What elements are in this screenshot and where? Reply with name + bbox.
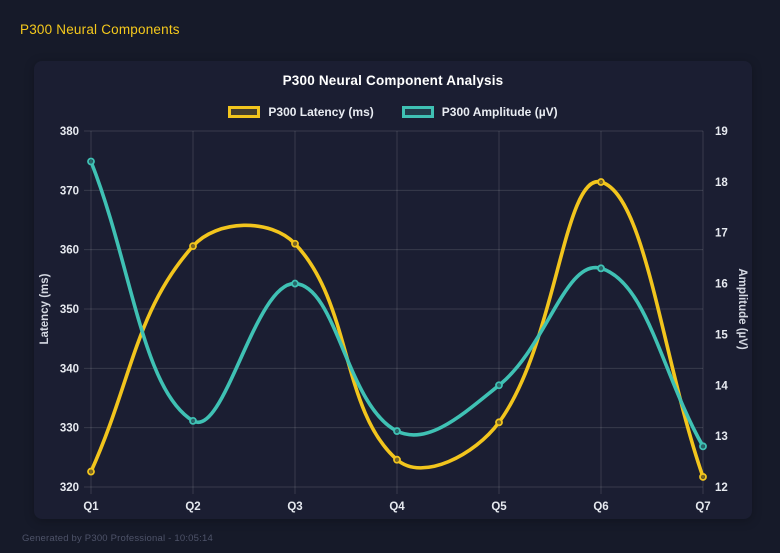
data-point-latency-Q4[interactable]: [393, 455, 401, 464]
data-point-latency-Q1[interactable]: [87, 467, 95, 476]
x-axis-tick-label: Q2: [185, 501, 200, 513]
data-point-amplitude-Q6[interactable]: [597, 264, 605, 273]
left-axis-tick-label: 370: [60, 185, 79, 197]
footer-text: Generated by P300 Professional - 10:05:1…: [22, 533, 213, 544]
data-point-amplitude-Q1[interactable]: [87, 157, 95, 166]
left-axis-tick-label: 350: [60, 304, 79, 316]
right-axis-tick-label: 19: [715, 126, 728, 138]
x-axis-tick-label: Q6: [593, 501, 608, 513]
legend-label: P300 Amplitude (µV): [441, 105, 558, 119]
right-axis-tick-label: 14: [715, 380, 728, 392]
right-axis-tick-label: 12: [715, 482, 728, 494]
legend-item-latency[interactable]: P300 Latency (ms): [228, 105, 374, 119]
data-point-amplitude-Q2[interactable]: [189, 416, 197, 425]
right-axis-tick-label: 17: [715, 228, 728, 240]
x-axis-tick-label: Q4: [389, 501, 405, 513]
left-axis-title: Latency (ms): [39, 273, 51, 344]
app-header-title: P300 Neural Components: [20, 22, 180, 37]
left-axis-tick-label: 380: [60, 126, 79, 138]
chart-canvas[interactable]: 320 330 340 350 360 370 380 12 13 14 15 16 17 18 19 Q1 Q…: [34, 61, 752, 519]
data-point-latency-Q5[interactable]: [495, 418, 503, 427]
left-axis-tick-label: 340: [60, 363, 79, 375]
data-point-latency-Q6[interactable]: [597, 178, 605, 186]
x-axis-tick-label: Q1: [83, 501, 99, 513]
data-point-amplitude-Q5[interactable]: [495, 381, 503, 390]
right-axis-tick-label: 13: [715, 431, 728, 443]
right-axis-tick-label: 15: [715, 329, 728, 341]
right-axis-tick-label: 16: [715, 279, 728, 291]
legend-item-amplitude[interactable]: P300 Amplitude (µV): [401, 105, 558, 119]
right-axis-tick-label: 18: [715, 177, 728, 189]
chart-title: P300 Neural Component Analysis: [282, 73, 504, 88]
x-axis-tick-label: Q3: [287, 501, 302, 513]
chart-card: P300 Neural Component Analysis P300 Late…: [34, 61, 752, 519]
x-axis-tick-label: Q5: [491, 501, 507, 513]
legend-swatch-icon: [401, 106, 434, 118]
legend-swatch-icon: [228, 106, 261, 118]
data-point-latency-Q7[interactable]: [699, 473, 707, 481]
data-point-latency-Q2[interactable]: [189, 242, 197, 251]
data-point-amplitude-Q4[interactable]: [393, 427, 401, 435]
left-axis-tick-label: 360: [60, 245, 79, 257]
data-point-amplitude-Q7[interactable]: [699, 442, 707, 451]
right-axis-title: Amplitude (µV): [736, 268, 748, 350]
x-axis-tick-label: Q7: [695, 501, 710, 513]
legend-label: P300 Latency (ms): [268, 105, 374, 119]
data-point-latency-Q3[interactable]: [291, 239, 299, 248]
data-point-amplitude-Q3[interactable]: [291, 279, 299, 288]
left-axis-tick-label: 330: [60, 423, 79, 435]
chart-legend: P300 Latency (ms) P300 Amplitude (µV): [34, 101, 752, 123]
left-axis-tick-label: 320: [60, 482, 79, 494]
